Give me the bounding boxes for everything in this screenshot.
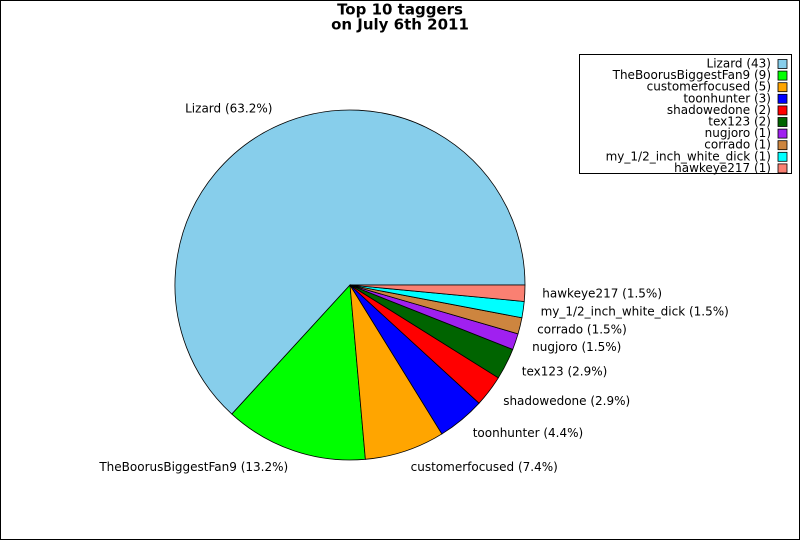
legend-label: my_1/2_inch_white_dick (1) — [606, 149, 771, 163]
chart-title: Top 10 taggers — [337, 1, 463, 19]
pie-slice — [349, 284, 526, 302]
pie-slice — [174, 109, 526, 415]
slice-label: customerfocused (7.4%) — [411, 460, 558, 474]
legend-label: hawkeye217 (1) — [674, 161, 771, 175]
legend-label: corrado (1) — [704, 138, 771, 152]
legend-swatch — [777, 82, 788, 93]
slice-label: Lizard (63.2%) — [185, 101, 272, 115]
legend-swatch — [777, 59, 788, 69]
legend-swatch — [777, 93, 788, 104]
legend-swatch — [777, 70, 788, 81]
slice-label: hawkeye217 (1.5%) — [542, 287, 662, 301]
legend-swatch — [777, 105, 788, 116]
slice-label: nugjoro (1.5%) — [532, 340, 621, 354]
legend-swatch — [777, 140, 788, 151]
legend-label: customerfocused (5) — [647, 80, 771, 94]
legend-label: toonhunter (3) — [683, 91, 771, 105]
legend-swatch — [777, 128, 788, 139]
legend-swatch — [777, 117, 788, 127]
legend-swatch — [777, 163, 788, 174]
pie-slice — [231, 284, 366, 461]
slice-label: corrado (1.5%) — [537, 322, 627, 336]
legend-label: nugjoro (1) — [705, 126, 771, 140]
legend-label: shadowedone (2) — [667, 103, 771, 117]
legend-swatch — [777, 151, 788, 162]
slice-label: TheBoorusBiggestFan9 (13.2%) — [98, 460, 288, 474]
legend-label: Lizard (43) — [707, 57, 771, 71]
chart-title: on July 6th 2011 — [331, 16, 469, 34]
slice-label: my_1/2_inch_white_dick (1.5%) — [541, 305, 729, 319]
slice-label: tex123 (2.9%) — [522, 364, 608, 378]
slice-label: toonhunter (4.4%) — [473, 426, 583, 440]
legend-label: tex123 (2) — [708, 115, 771, 129]
slice-label: shadowedone (2.9%) — [503, 394, 630, 408]
legend-label: TheBoorusBiggestFan9 (9) — [612, 68, 771, 82]
legend-box — [579, 54, 792, 174]
